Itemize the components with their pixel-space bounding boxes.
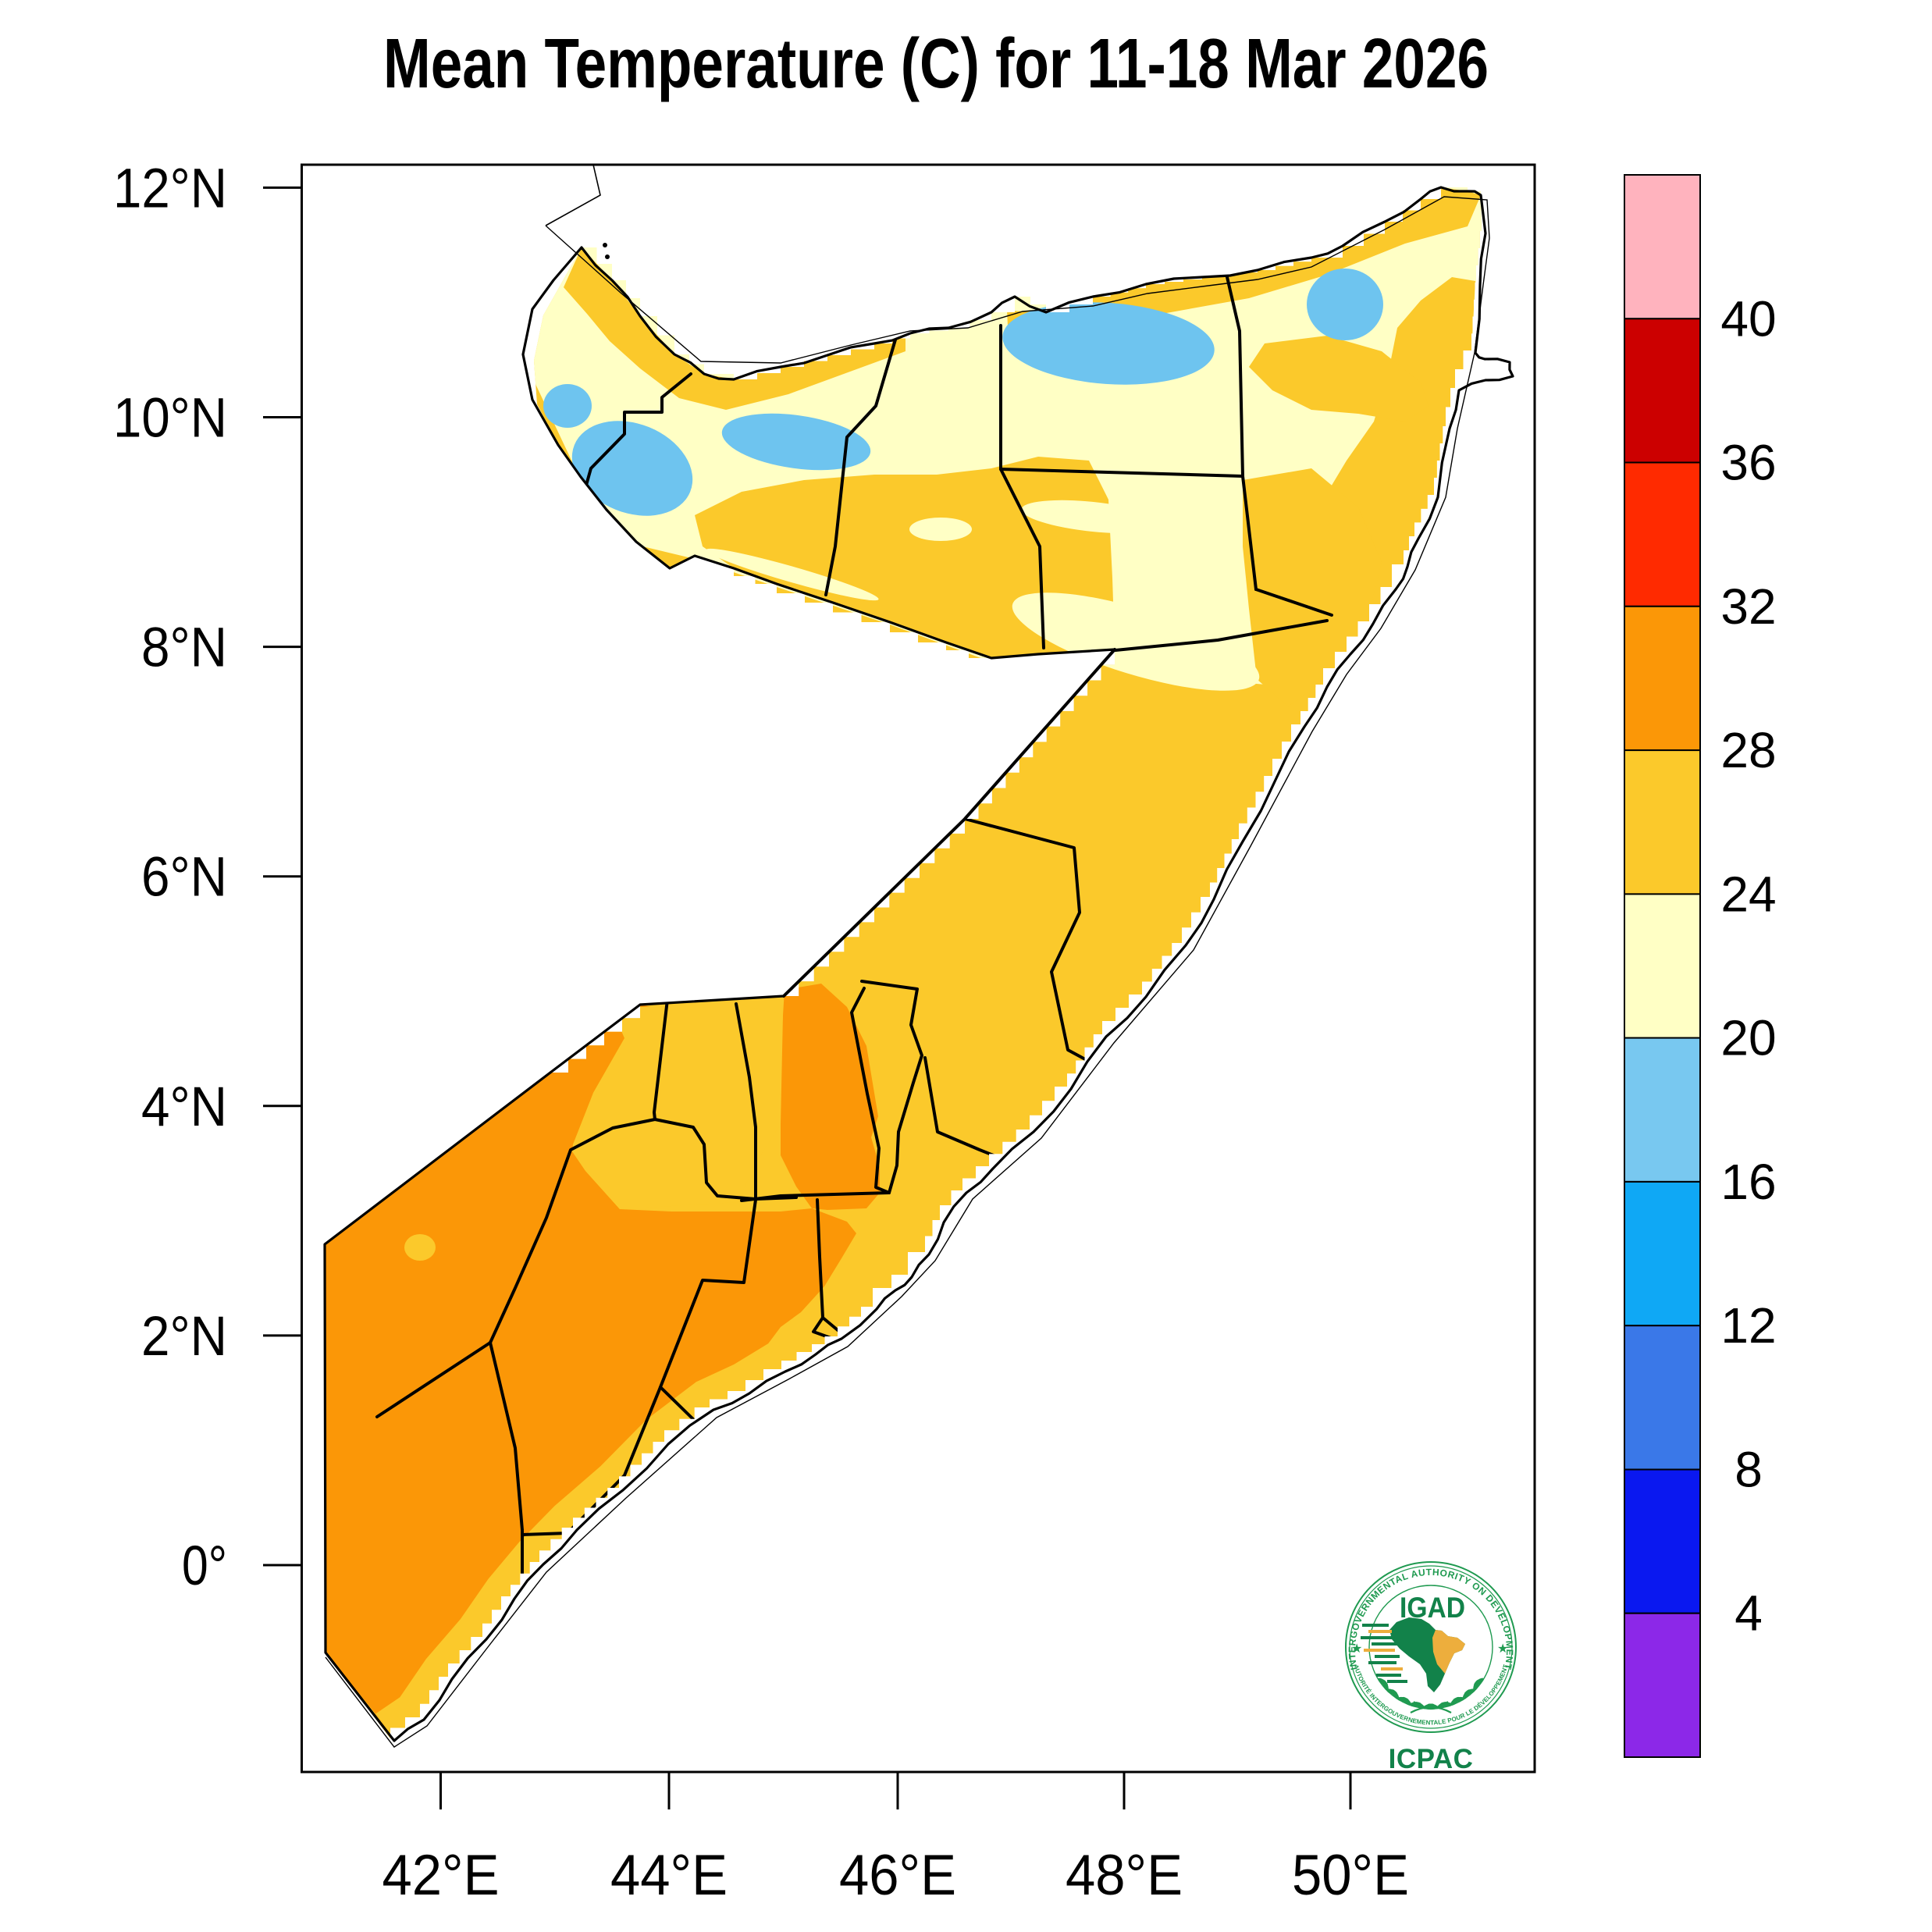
svg-text:42°E: 42°E bbox=[382, 1844, 500, 1907]
svg-text:Mean Temperature (C) for 11-18: Mean Temperature (C) for 11-18 Mar 2026 bbox=[383, 25, 1489, 103]
svg-text:ICPAC: ICPAC bbox=[1389, 1744, 1474, 1774]
svg-text:50°E: 50°E bbox=[1292, 1844, 1409, 1907]
svg-text:12°N: 12°N bbox=[113, 158, 227, 219]
svg-text:★: ★ bbox=[1351, 1642, 1362, 1656]
svg-text:8: 8 bbox=[1735, 1442, 1763, 1498]
svg-text:0°: 0° bbox=[182, 1535, 227, 1597]
svg-text:12: 12 bbox=[1720, 1297, 1776, 1354]
svg-text:10°N: 10°N bbox=[113, 388, 227, 450]
svg-text:6°N: 6°N bbox=[141, 847, 227, 909]
svg-text:44°E: 44°E bbox=[610, 1844, 728, 1907]
svg-text:2°N: 2°N bbox=[141, 1306, 227, 1368]
svg-text:8°N: 8°N bbox=[141, 617, 227, 679]
svg-text:48°E: 48°E bbox=[1066, 1844, 1183, 1907]
svg-text:16: 16 bbox=[1720, 1154, 1776, 1210]
svg-text:★: ★ bbox=[1497, 1642, 1508, 1656]
svg-text:4°N: 4°N bbox=[141, 1076, 227, 1138]
svg-text:24: 24 bbox=[1720, 866, 1776, 922]
svg-text:40: 40 bbox=[1720, 290, 1776, 347]
svg-text:28: 28 bbox=[1720, 722, 1776, 778]
svg-text:4: 4 bbox=[1735, 1585, 1763, 1642]
svg-text:46°E: 46°E bbox=[839, 1844, 956, 1907]
svg-text:36: 36 bbox=[1720, 435, 1776, 491]
svg-text:32: 32 bbox=[1720, 578, 1776, 635]
svg-text:20: 20 bbox=[1720, 1010, 1776, 1066]
